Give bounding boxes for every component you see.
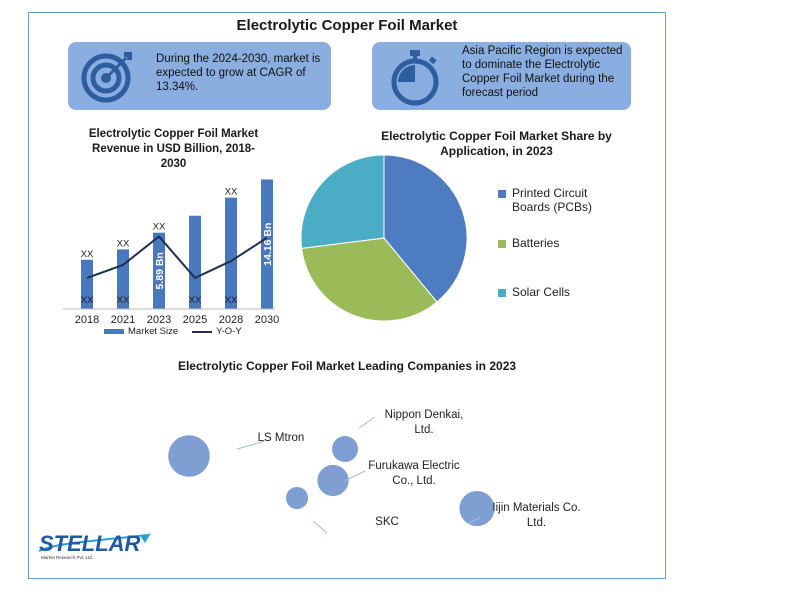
- x-tick-label: 2025: [183, 314, 207, 326]
- pie-slice-1: [301, 237, 438, 322]
- bar-chart-title: Electrolytic Copper Foil Market Revenue …: [88, 128, 259, 170]
- bar-2023: [153, 232, 165, 309]
- company-bubble-0: [168, 435, 210, 477]
- legend-label: Market Size: [128, 326, 179, 337]
- data-label-bottom: XX: [225, 295, 238, 306]
- companies-bubble-chart: [168, 416, 495, 534]
- leader-line-1: [358, 416, 376, 429]
- info-text-cagr: During the 2024-2030, market is expected…: [156, 53, 321, 93]
- stellar-logo-mark: STELLAR Market Research Pvt. Ltd.: [38, 531, 151, 560]
- data-label-bottom: XX: [189, 295, 202, 306]
- pie-legend-batteries: Batteries: [498, 236, 559, 250]
- info-box-region: Asia Pacific Region is expected to domin…: [372, 42, 631, 110]
- data-label-bottom: XX: [81, 295, 94, 306]
- leader-line-3: [312, 520, 328, 534]
- pie-slice-0: [383, 154, 468, 303]
- svg-text:STELLAR: STELLAR: [39, 531, 141, 556]
- data-label-bottom: XX: [117, 295, 130, 306]
- pie-chart: [300, 154, 468, 322]
- leader-line-2: [343, 470, 366, 482]
- infographic-frame: Electrolytic Copper Foil Market During t…: [28, 12, 666, 579]
- stopwatch-icon: [391, 50, 439, 106]
- x-tick-label: 2023: [147, 314, 171, 326]
- info-box-cagr: During the 2024-2030, market is expected…: [68, 42, 331, 110]
- legend-swatch: [498, 289, 506, 297]
- legend-label: Batteries: [512, 236, 560, 250]
- company-bubble-1: [332, 436, 358, 462]
- pie-legend-pcb: Printed Circuit Boards (PCBs): [498, 186, 618, 214]
- data-label-inside: 14.16 Bn: [262, 223, 274, 266]
- legend-label: Solar Cells: [512, 285, 571, 299]
- svg-text:Market Research Pvt. Ltd.: Market Research Pvt. Ltd.: [41, 555, 93, 560]
- bar-chart-legend: Market Size Y-O-Y: [104, 326, 242, 337]
- companies-chart-title: Electrolytic Copper Foil Market Leading …: [177, 359, 517, 373]
- leader-line-4: [468, 516, 482, 524]
- bar-chart: 2018 XX XX 2021 XX XX 2023 XX 5.89 Bn 2025 XX 2028 X…: [63, 179, 279, 326]
- legend-swatch: [498, 240, 506, 248]
- bubble-circle: [332, 436, 358, 462]
- pie-legend-solar: Solar Cells: [498, 285, 570, 299]
- legend-swatch: [104, 329, 124, 334]
- bar-2025: [189, 215, 201, 309]
- yoy-line: [86, 235, 268, 280]
- x-tick-label: 2030: [255, 314, 279, 326]
- legend-label: Printed Circuit Boards (PCBs): [512, 186, 593, 214]
- pie-chart-title: Electrolytic Copper Foil Market Share by…: [381, 129, 612, 158]
- x-tick-label: 2018: [75, 314, 99, 326]
- legend-item-market-size: Market Size: [104, 326, 178, 337]
- legend-swatch: [498, 190, 506, 198]
- company-bubble-4: [459, 490, 495, 527]
- x-tick-label: 2021: [111, 314, 135, 326]
- bar-2018: [81, 259, 93, 309]
- x-tick-label: 2028: [219, 314, 243, 326]
- company-bubble-2: [317, 464, 349, 497]
- company-label-iijin: Iijin Materials Co. Ltd.: [492, 502, 581, 529]
- legend-line: [192, 330, 213, 333]
- bar-2021: [117, 249, 129, 309]
- pie-slice-2: [300, 154, 385, 249]
- data-label-top: XX: [117, 238, 130, 249]
- company-label-skc: SKC: [375, 516, 399, 528]
- company-bubble-3: [285, 486, 309, 510]
- bubble-circle: [285, 486, 309, 510]
- legend-item-yoy: Y-O-Y: [192, 326, 242, 337]
- leader-line-0: [236, 440, 266, 450]
- bubble-circle: [317, 464, 349, 497]
- company-label-furukawa: Furukawa Electric Co., Ltd.: [368, 460, 460, 487]
- company-label-ls-mtron: LS Mtron: [257, 432, 305, 444]
- bubble-circle: [168, 435, 210, 477]
- data-label-top: XX: [81, 249, 94, 260]
- bar-2028: [225, 197, 237, 309]
- data-label-top: XX: [153, 222, 166, 233]
- page-title: Electrolytic Copper Foil Market: [236, 17, 458, 34]
- company-label-nippon-denkai: Nippon Denkai, Ltd.: [384, 409, 464, 436]
- bar-2030: [261, 179, 273, 309]
- data-label-inside: 5.89 Bn: [154, 252, 166, 289]
- legend-label: Y-O-Y: [216, 326, 242, 337]
- data-label-top: XX: [225, 187, 238, 198]
- info-text-region: Asia Pacific Region is expected to domin…: [462, 45, 623, 99]
- target-icon: [81, 52, 132, 103]
- bubble-circle: [459, 490, 495, 527]
- stellar-logo: STELLAR Market Research Pvt. Ltd.: [35, 525, 155, 566]
